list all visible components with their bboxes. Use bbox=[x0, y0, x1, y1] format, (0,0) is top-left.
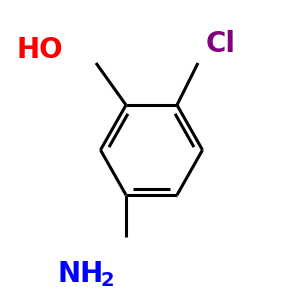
Text: NH: NH bbox=[57, 260, 103, 289]
Text: HO: HO bbox=[16, 35, 63, 64]
Text: Cl: Cl bbox=[206, 29, 236, 58]
Text: 2: 2 bbox=[100, 271, 114, 290]
